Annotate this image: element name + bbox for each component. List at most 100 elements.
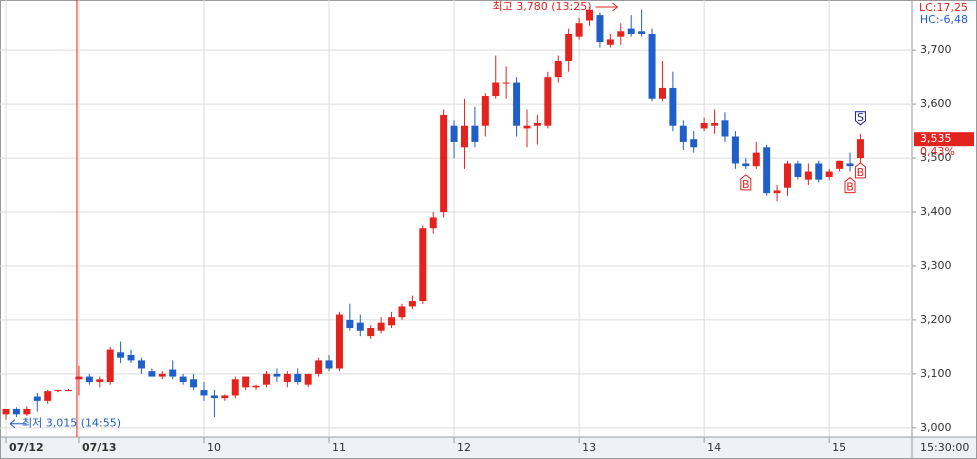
candle-body bbox=[169, 369, 177, 377]
candle-body bbox=[825, 171, 833, 177]
candle-body bbox=[492, 82, 500, 97]
candle-body bbox=[408, 301, 416, 307]
y-tick-label: 3,700 bbox=[920, 43, 952, 56]
candle-body bbox=[273, 373, 281, 377]
candle-body bbox=[440, 114, 448, 213]
x-tick-label: 11 bbox=[332, 441, 346, 454]
y-tick-label: 3,500 bbox=[920, 151, 952, 164]
candle-body bbox=[33, 396, 41, 401]
candle-body bbox=[148, 371, 156, 377]
x-tick-label: 07/13 bbox=[82, 441, 117, 454]
candle-body bbox=[815, 163, 823, 180]
signal-marker bbox=[844, 176, 856, 194]
candle-body bbox=[96, 379, 104, 382]
candle-body bbox=[231, 379, 239, 396]
candle-body bbox=[335, 314, 343, 369]
candle-body bbox=[752, 152, 760, 167]
candle-body bbox=[242, 376, 250, 388]
candle-body bbox=[346, 319, 354, 329]
candle-body bbox=[23, 408, 31, 415]
candle-body bbox=[263, 373, 270, 385]
signal-marker bbox=[740, 174, 752, 191]
candle-body bbox=[836, 160, 844, 169]
candle-body bbox=[523, 125, 531, 129]
candle-body bbox=[533, 123, 541, 126]
candle-body bbox=[190, 379, 198, 388]
candle-body bbox=[544, 77, 552, 126]
candle-body bbox=[356, 322, 364, 331]
candle-body bbox=[481, 96, 489, 126]
x-tick-label: 07/12 bbox=[9, 441, 44, 454]
candle-body bbox=[367, 328, 375, 337]
candle-body bbox=[513, 82, 521, 126]
candle-body bbox=[502, 82, 510, 84]
candle-body bbox=[200, 390, 208, 396]
candle-body bbox=[700, 123, 708, 129]
candle-body bbox=[398, 306, 406, 318]
y-tick-label: 3,200 bbox=[920, 313, 952, 326]
candle-body bbox=[429, 217, 437, 229]
candle-body bbox=[575, 23, 583, 37]
candle-body bbox=[117, 352, 125, 358]
y-tick-label: 3,600 bbox=[920, 97, 952, 110]
candle-body bbox=[304, 373, 312, 385]
low-annotation: 최저 3,015 (14:55) bbox=[22, 417, 121, 430]
annotation-arrow bbox=[595, 2, 618, 12]
candle-body bbox=[127, 354, 135, 361]
candle-body bbox=[65, 390, 73, 392]
lc-label: LC:17,25 bbox=[919, 1, 968, 14]
candle-body bbox=[460, 125, 468, 148]
candle-body bbox=[315, 360, 323, 374]
candle-body bbox=[85, 376, 93, 382]
annotation-arrow bbox=[9, 419, 26, 429]
x-tick-label: 15 bbox=[832, 441, 846, 454]
candle-body bbox=[742, 163, 750, 167]
candle-body bbox=[137, 360, 145, 369]
signal-label: B bbox=[742, 178, 750, 191]
candle-body bbox=[846, 163, 854, 167]
candle-body bbox=[617, 31, 625, 37]
candle-body bbox=[565, 33, 573, 61]
signal-label: B bbox=[846, 181, 854, 194]
candle-body bbox=[773, 190, 781, 194]
y-tick-label: 3,300 bbox=[920, 259, 952, 272]
candle-body bbox=[54, 390, 62, 392]
x-tick-label: 14 bbox=[707, 441, 721, 454]
candle-body bbox=[158, 373, 166, 377]
candle-body bbox=[648, 33, 656, 99]
candle-body bbox=[804, 171, 812, 180]
signal-marker bbox=[854, 162, 866, 179]
candle-body bbox=[658, 87, 666, 99]
candle-body bbox=[554, 60, 562, 78]
candle-body bbox=[784, 163, 791, 188]
candle-body bbox=[690, 139, 698, 148]
high-annotation: 최고 3,780 (13:25) bbox=[493, 0, 592, 13]
candle-body bbox=[596, 15, 604, 43]
candle-body bbox=[471, 125, 479, 142]
candle-body bbox=[763, 147, 771, 194]
y-tick-label: 3,400 bbox=[920, 205, 952, 218]
candle-body bbox=[252, 385, 260, 388]
candle-body bbox=[731, 136, 739, 164]
candle-body bbox=[221, 395, 229, 399]
last-price-box bbox=[914, 132, 974, 147]
candle-body bbox=[711, 123, 719, 126]
candle-body bbox=[856, 139, 864, 159]
candle-body bbox=[419, 228, 427, 302]
change-label: 0,43% bbox=[920, 145, 955, 158]
candle-body bbox=[627, 28, 635, 34]
candle-body bbox=[638, 31, 646, 34]
candle-body bbox=[377, 322, 385, 331]
candle-body bbox=[106, 349, 114, 382]
candle-body bbox=[294, 373, 302, 382]
x-end-label: 15:30:00 bbox=[920, 441, 969, 454]
y-tick-label: 3,000 bbox=[920, 421, 952, 434]
y-tick-label: 3,100 bbox=[920, 367, 952, 380]
signal-label: S bbox=[857, 111, 864, 124]
hc-label: HC:-6,48 bbox=[920, 13, 968, 26]
candle-body bbox=[2, 408, 10, 415]
x-tick-label: 12 bbox=[457, 441, 471, 454]
last-price-label: 3,535 bbox=[920, 132, 952, 145]
